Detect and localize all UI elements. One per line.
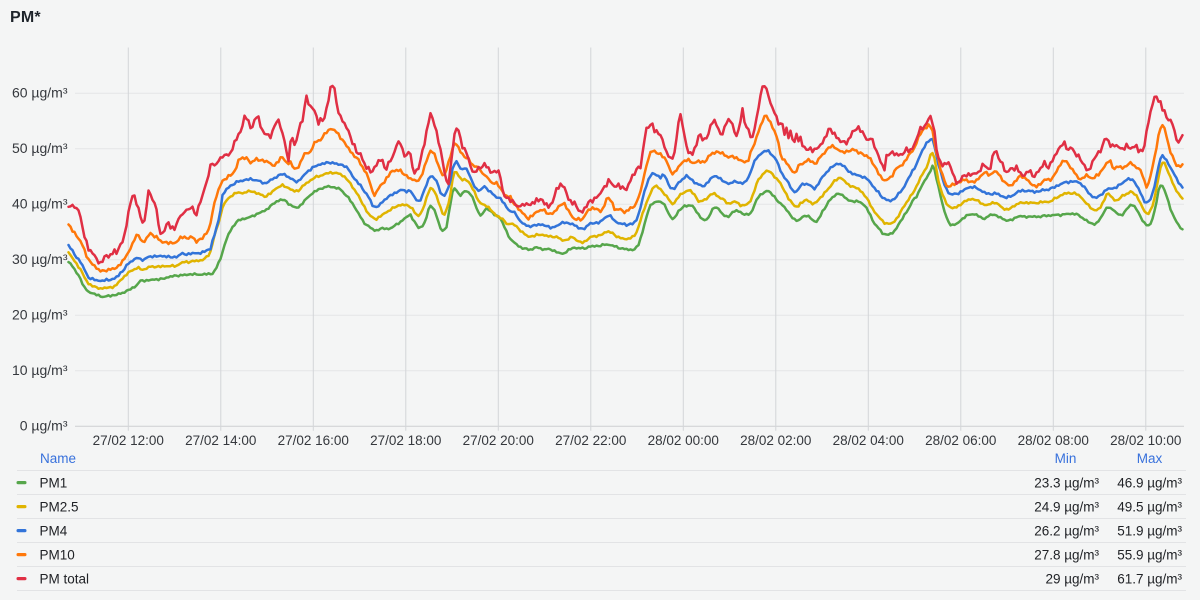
svg-text:50 µg/m³: 50 µg/m³: [12, 140, 68, 156]
svg-text:28/02 04:00: 28/02 04:00: [833, 433, 904, 448]
svg-text:Min: Min: [1055, 451, 1077, 466]
svg-text:28/02 06:00: 28/02 06:00: [925, 433, 996, 448]
svg-text:27.8 µg/m³: 27.8 µg/m³: [1034, 547, 1099, 562]
svg-text:24.9 µg/m³: 24.9 µg/m³: [1034, 499, 1099, 514]
svg-text:60 µg/m³: 60 µg/m³: [12, 84, 68, 100]
svg-text:PM10: PM10: [40, 547, 75, 562]
svg-text:28/02 10:00: 28/02 10:00: [1110, 433, 1181, 448]
svg-text:28/02 08:00: 28/02 08:00: [1018, 433, 1089, 448]
svg-text:61.7 µg/m³: 61.7 µg/m³: [1117, 571, 1182, 586]
svg-text:40 µg/m³: 40 µg/m³: [12, 195, 68, 211]
svg-text:27/02 16:00: 27/02 16:00: [278, 433, 349, 448]
svg-text:10 µg/m³: 10 µg/m³: [12, 362, 68, 378]
svg-text:20 µg/m³: 20 µg/m³: [12, 306, 68, 322]
svg-text:0 µg/m³: 0 µg/m³: [20, 417, 68, 433]
svg-text:Max: Max: [1137, 451, 1163, 466]
svg-text:PM1: PM1: [40, 475, 68, 490]
svg-text:28/02 00:00: 28/02 00:00: [648, 433, 719, 448]
svg-text:27/02 20:00: 27/02 20:00: [463, 433, 534, 448]
svg-text:51.9 µg/m³: 51.9 µg/m³: [1117, 523, 1182, 538]
svg-text:49.5 µg/m³: 49.5 µg/m³: [1117, 499, 1182, 514]
svg-text:Name: Name: [40, 451, 76, 466]
svg-text:PM2.5: PM2.5: [40, 499, 79, 514]
svg-text:29 µg/m³: 29 µg/m³: [1045, 571, 1099, 586]
svg-text:27/02 14:00: 27/02 14:00: [185, 433, 256, 448]
svg-text:27/02 22:00: 27/02 22:00: [555, 433, 626, 448]
svg-text:26.2 µg/m³: 26.2 µg/m³: [1034, 523, 1099, 538]
svg-text:46.9 µg/m³: 46.9 µg/m³: [1117, 475, 1182, 490]
svg-text:PM total: PM total: [40, 571, 90, 586]
svg-text:PM4: PM4: [40, 523, 68, 538]
svg-text:27/02 12:00: 27/02 12:00: [93, 433, 164, 448]
svg-text:23.3 µg/m³: 23.3 µg/m³: [1034, 475, 1099, 490]
svg-text:28/02 02:00: 28/02 02:00: [740, 433, 811, 448]
svg-text:30 µg/m³: 30 µg/m³: [12, 251, 68, 267]
svg-text:55.9 µg/m³: 55.9 µg/m³: [1117, 547, 1182, 562]
svg-text:27/02 18:00: 27/02 18:00: [370, 433, 441, 448]
